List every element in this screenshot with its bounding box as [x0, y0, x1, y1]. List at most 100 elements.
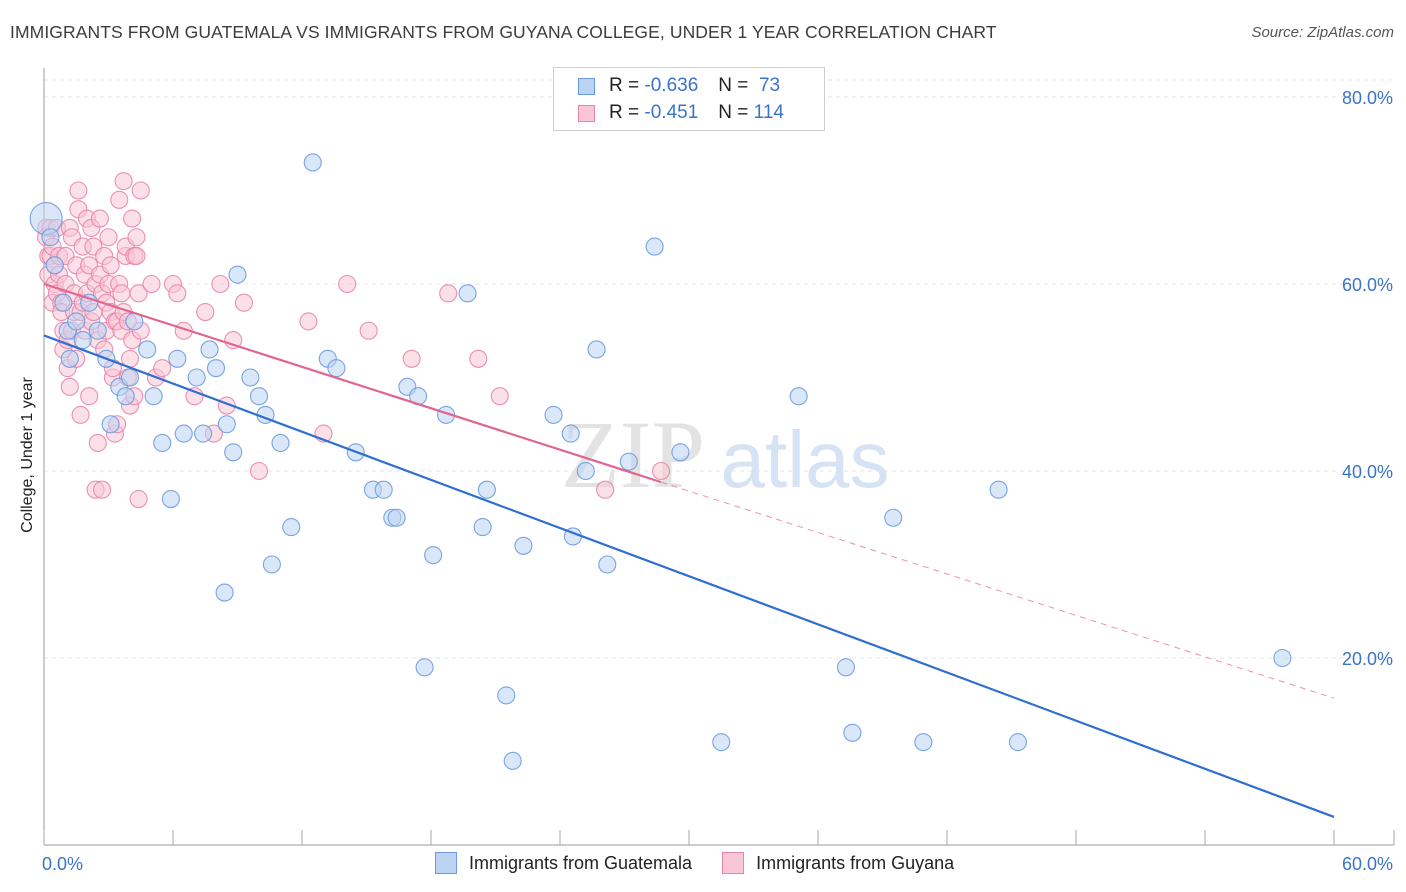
- data-point: [54, 293, 73, 312]
- data-point: [99, 228, 118, 247]
- data-point: [71, 405, 90, 424]
- chart-source: Source: ZipAtlas.com: [1251, 24, 1394, 41]
- data-point: [114, 172, 133, 191]
- data-point: [211, 274, 230, 294]
- data-point: [101, 415, 120, 434]
- r-label: R =: [609, 75, 640, 96]
- data-point: [67, 312, 86, 331]
- data-point: [161, 489, 180, 509]
- trend-line-guyana-extension: [660, 481, 1335, 699]
- x-tick-label-max: 60.0%: [1342, 854, 1393, 874]
- axes: [43, 68, 1395, 846]
- data-point: [60, 349, 79, 368]
- data-point: [217, 415, 236, 434]
- n-value-guatemala: 73: [758, 75, 781, 96]
- data-point: [234, 293, 253, 312]
- data-point: [469, 349, 488, 368]
- data-point: [836, 658, 856, 677]
- n-value-guyana: 114: [753, 102, 784, 123]
- series-points-guatemala: [29, 153, 1292, 770]
- data-point: [387, 508, 406, 527]
- y-tick-label: 20.0%: [1342, 649, 1393, 669]
- data-point: [415, 658, 434, 677]
- y-tick-label: 80.0%: [1342, 88, 1393, 108]
- data-point: [241, 368, 260, 387]
- data-point: [185, 387, 204, 406]
- data-point: [168, 349, 187, 368]
- data-point: [262, 555, 281, 574]
- data-point: [490, 387, 509, 406]
- series-legend: Immigrants from Guatemala Immigrants fro…: [435, 852, 984, 874]
- data-point: [789, 387, 808, 406]
- legend-swatch-guyana: [722, 852, 745, 874]
- data-point: [123, 209, 142, 228]
- r-value-guyana: -0.451: [644, 102, 699, 123]
- data-point: [477, 480, 496, 499]
- data-point: [69, 181, 88, 200]
- data-point: [359, 321, 378, 340]
- data-point: [596, 480, 615, 499]
- data-point: [249, 387, 269, 406]
- data-point: [200, 340, 219, 359]
- r-value-guatemala: -0.636: [644, 75, 699, 96]
- data-point: [93, 480, 112, 499]
- data-point: [88, 321, 107, 340]
- data-point: [168, 284, 187, 303]
- data-point: [110, 190, 129, 209]
- data-point: [45, 256, 64, 275]
- data-point: [282, 518, 301, 537]
- data-point: [1273, 648, 1292, 668]
- tick-labels: 20.0% 40.0% 60.0% 80.0% 0.0% 60.0%: [42, 88, 1393, 874]
- data-point: [60, 377, 79, 396]
- data-point: [374, 480, 393, 499]
- legend-item-guyana: Immigrants from Guyana: [722, 852, 954, 874]
- data-point: [138, 340, 157, 359]
- data-point: [338, 274, 357, 294]
- data-point: [90, 209, 109, 228]
- data-point: [514, 536, 533, 555]
- data-point: [402, 349, 421, 368]
- data-point: [914, 733, 933, 752]
- x-tick-label-min: 0.0%: [42, 854, 83, 874]
- data-point: [196, 302, 215, 322]
- n-label: N =: [718, 75, 749, 96]
- r-label: R =: [609, 102, 640, 123]
- watermark-atlas: atlas: [721, 415, 890, 504]
- data-point: [187, 368, 206, 387]
- trend-line-guyana: [43, 282, 662, 484]
- data-point: [174, 424, 193, 443]
- data-point: [651, 461, 671, 481]
- data-point: [127, 228, 146, 247]
- data-point: [327, 359, 346, 378]
- data-point: [587, 340, 606, 359]
- stats-row-guyana: R = -0.451 N = 114: [578, 100, 784, 126]
- trend-line-guatemala: [43, 334, 1335, 818]
- data-point: [116, 387, 135, 406]
- data-point: [153, 433, 172, 453]
- data-point: [473, 518, 492, 537]
- data-point: [544, 405, 563, 424]
- y-tick-label: 60.0%: [1342, 275, 1393, 295]
- data-point: [645, 237, 664, 256]
- data-point: [41, 228, 60, 247]
- legend-label-guatemala: Immigrants from Guatemala: [469, 852, 693, 873]
- data-point: [224, 443, 243, 462]
- data-point: [206, 359, 226, 378]
- data-point: [671, 443, 690, 462]
- data-point: [80, 293, 99, 312]
- legend-item-guatemala: Immigrants from Guatemala: [435, 852, 692, 874]
- data-point: [228, 265, 247, 284]
- data-point: [127, 246, 146, 265]
- legend-label-guyana: Immigrants from Guyana: [756, 852, 955, 873]
- y-tick-label: 40.0%: [1342, 462, 1393, 482]
- data-point: [142, 274, 161, 294]
- guatemala-swatch: [578, 77, 595, 95]
- data-point: [497, 686, 516, 705]
- data-point: [843, 723, 862, 742]
- data-point: [112, 284, 131, 303]
- data-point: [884, 508, 903, 527]
- stats-row-guatemala: R = -0.636 N = 73: [578, 73, 780, 99]
- data-point: [249, 461, 269, 481]
- data-points: [29, 153, 1292, 770]
